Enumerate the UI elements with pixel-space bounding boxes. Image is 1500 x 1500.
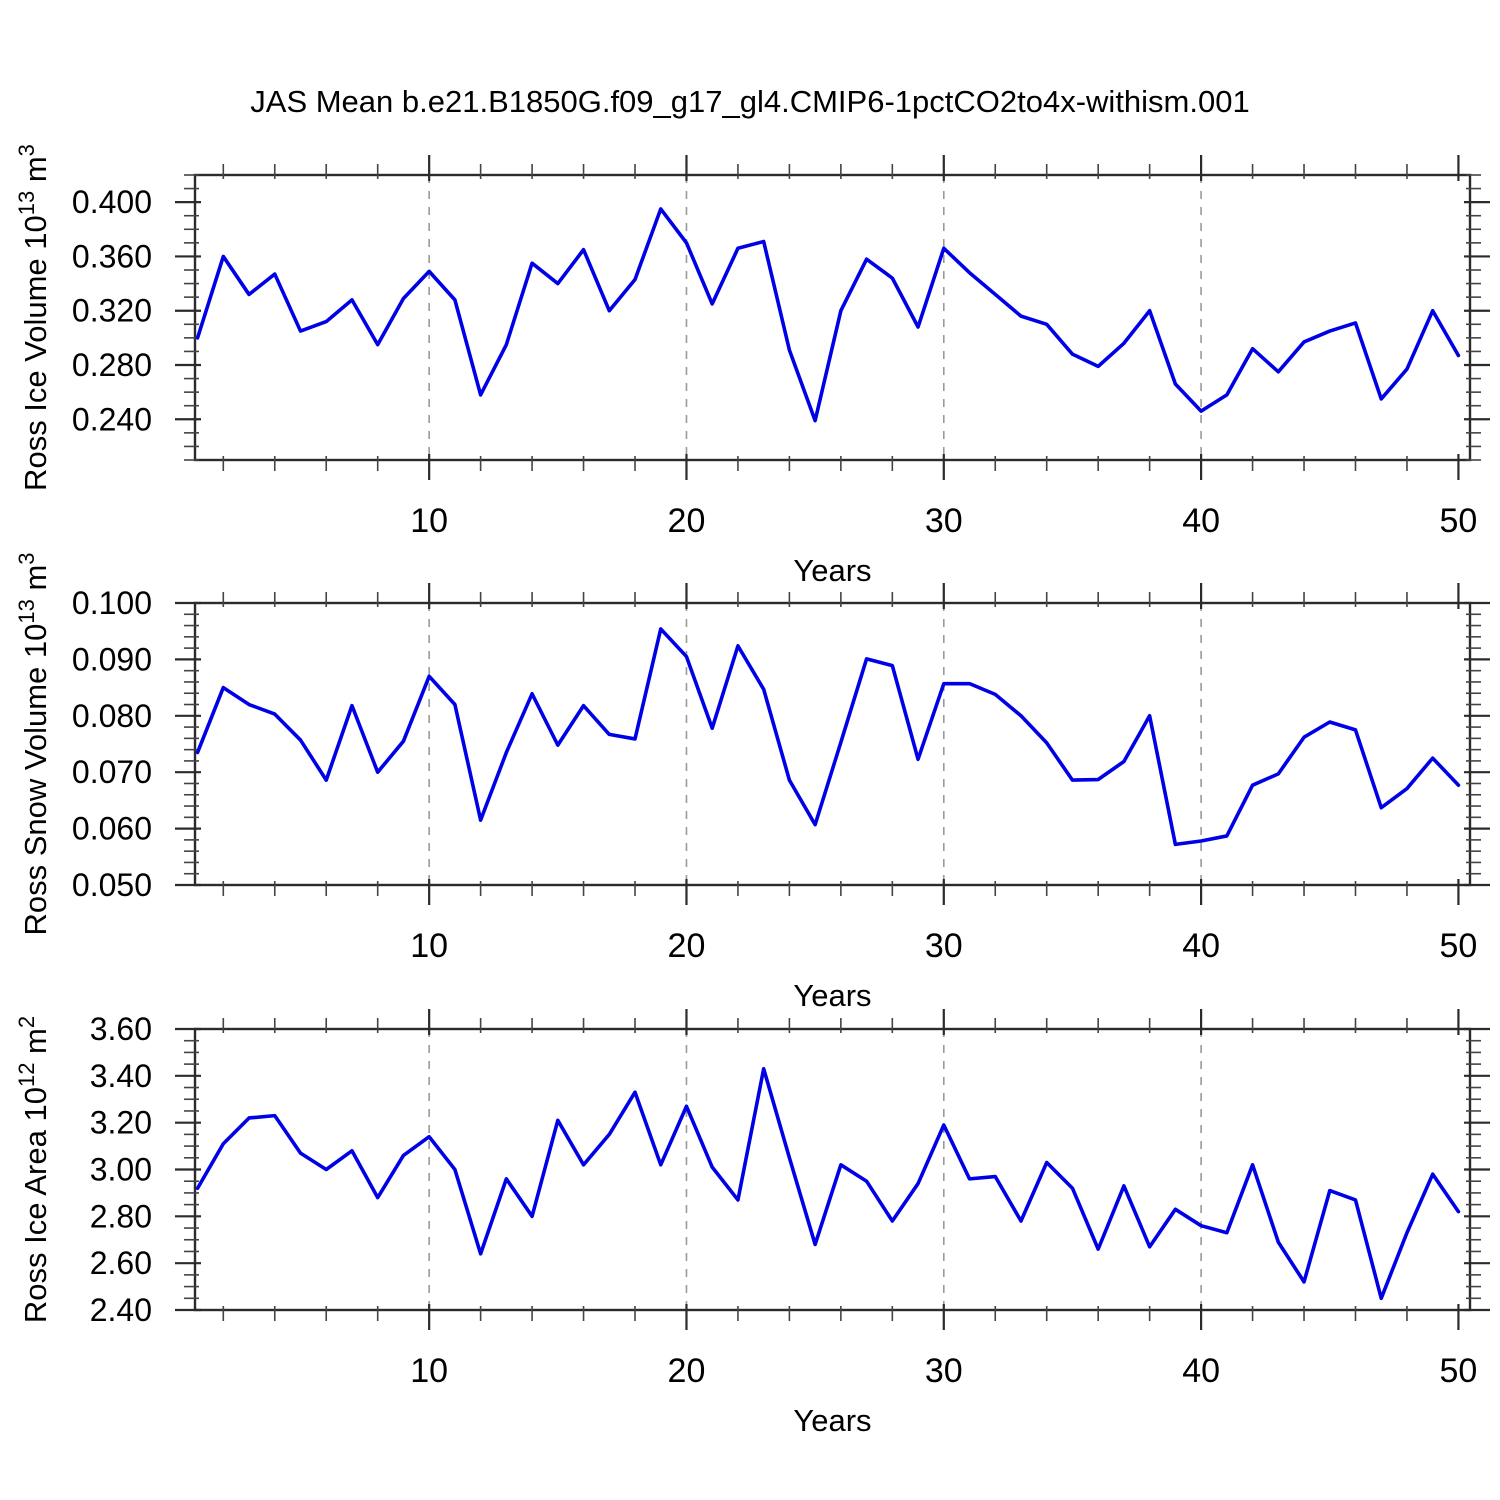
x-tick-label: 50	[1440, 502, 1478, 540]
y-tick-label: 2.60	[90, 1245, 152, 1281]
data-line-ross-ice-volume	[195, 207, 1461, 423]
y-tick-label: 2.80	[90, 1198, 152, 1234]
y-tick-label: 3.00	[90, 1152, 152, 1188]
plot-frame	[193, 173, 1472, 462]
chart-panel-ross-snow-volume: 10 20 30 40 50 0.100 0.090 0.080 0.070 0.060 0.050…	[14, 552, 1490, 1013]
x-tick-label: 20	[668, 927, 706, 965]
y-tick-label: 3.60	[90, 1011, 152, 1047]
x-tick-label: 30	[925, 1352, 963, 1390]
y-tick-label: 0.320	[72, 293, 152, 329]
x-tick-label: 20	[668, 502, 706, 540]
y-tick-label: 0.070	[72, 754, 152, 790]
x-axis-title: Years	[793, 978, 871, 1013]
figure-title: JAS Mean b.e21.B1850G.f09_g17_gl4.CMIP6-…	[250, 84, 1250, 119]
chart-panel-ross-ice-volume: 10 20 30 40 50 0.400 0.360 0.320 0.280 0.240 Years…	[14, 144, 1490, 588]
x-tick-label: 10	[410, 502, 448, 540]
y-tick-label: 0.060	[72, 811, 152, 847]
y-axis-title: Ross Ice Volume 1013​ m3​	[14, 144, 53, 491]
data-line-ross-snow-volume	[195, 627, 1461, 847]
x-tick-label: 50	[1440, 927, 1478, 965]
y-tick-label: 2.40	[90, 1292, 152, 1328]
y-tick-label: 3.40	[90, 1058, 152, 1094]
x-axis-title: Years	[793, 553, 871, 588]
y-axis-title: Ross Snow Volume 1013​ m3​	[14, 552, 53, 935]
x-tick-label: 10	[410, 1352, 448, 1390]
x-axis-title: Years	[793, 1403, 871, 1438]
y-tick-label: 0.400	[72, 184, 152, 220]
y-tick-label: 0.100	[72, 585, 152, 621]
y-tick-label: 0.240	[72, 401, 152, 437]
x-tick-label: 40	[1182, 502, 1220, 540]
x-tick-label: 20	[668, 1352, 706, 1390]
data-line-ross-ice-area	[195, 1067, 1461, 1301]
x-tick-label: 30	[925, 927, 963, 965]
x-tick-label: 10	[410, 927, 448, 965]
x-tick-label: 40	[1182, 1352, 1220, 1390]
plot-frame	[193, 1027, 1472, 1312]
x-tick-label: 30	[925, 502, 963, 540]
plot-frame	[193, 601, 1472, 887]
chart-panel-ross-ice-area: 10 20 30 40 50 3.60 3.40 3.20 3.00 2.80 2.60 2.40 Ye…	[14, 1009, 1490, 1438]
x-tick-label: 50	[1440, 1352, 1478, 1390]
y-tick-label: 0.050	[72, 867, 152, 903]
y-tick-label: 0.090	[72, 641, 152, 677]
y-tick-label: 0.360	[72, 238, 152, 274]
x-tick-label: 40	[1182, 927, 1220, 965]
y-axis-title: Ross Ice Area 1012​ m2​	[14, 1016, 53, 1323]
y-tick-label: 3.20	[90, 1105, 152, 1141]
y-tick-label: 0.280	[72, 347, 152, 383]
y-tick-label: 0.080	[72, 698, 152, 734]
